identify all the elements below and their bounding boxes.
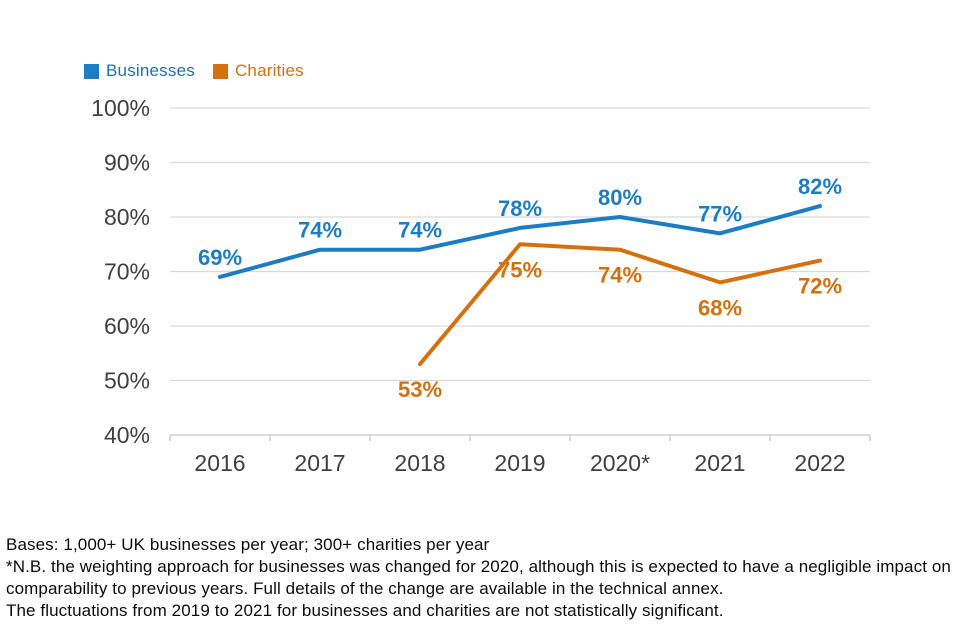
- chart-footnotes: Bases: 1,000+ UK businesses per year; 30…: [6, 534, 956, 622]
- legend-label-charities: Charities: [234, 61, 304, 80]
- charities-data-label: 75%: [498, 257, 542, 282]
- y-axis-label: 80%: [104, 204, 150, 230]
- y-axis-label: 100%: [91, 95, 150, 121]
- legend-item-businesses: Businesses: [84, 61, 195, 81]
- businesses-data-label: 74%: [298, 218, 342, 243]
- legend-label-businesses: Businesses: [106, 61, 195, 80]
- charities-data-label: 74%: [598, 263, 642, 288]
- footnote-bases: Bases: 1,000+ UK businesses per year; 30…: [6, 535, 490, 554]
- y-axis-label: 50%: [104, 368, 150, 394]
- footnote-weighting: *N.B. the weighting approach for busines…: [6, 557, 951, 598]
- businesses-line: [218, 204, 822, 279]
- legend-item-charities: Charities: [212, 61, 304, 81]
- x-axis-label: 2016: [194, 450, 245, 476]
- y-axis-label: 60%: [104, 313, 150, 339]
- x-axis-label: 2021: [694, 450, 745, 476]
- charities-line: [418, 242, 822, 367]
- footnote-fluctuations: The fluctuations from 2019 to 2021 for b…: [6, 601, 724, 620]
- businesses-data-label: 78%: [498, 196, 542, 221]
- x-axis-label: 2020*: [590, 450, 650, 476]
- y-axis-label: 40%: [104, 422, 150, 448]
- businesses-data-label: 77%: [698, 201, 742, 226]
- x-axis-label: 2019: [494, 450, 545, 476]
- charities-data-label: 53%: [398, 377, 442, 402]
- businesses-data-label: 82%: [798, 174, 842, 199]
- businesses-swatch-icon: [84, 63, 99, 79]
- x-axis-label: 2018: [394, 450, 445, 476]
- x-axis-label: 2022: [794, 450, 845, 476]
- y-axis-label: 70%: [104, 259, 150, 285]
- businesses-data-label: 69%: [198, 245, 242, 270]
- businesses-data-label: 80%: [598, 185, 642, 210]
- businesses-data-label: 74%: [398, 218, 442, 243]
- charities-data-label: 68%: [698, 295, 742, 320]
- charities-swatch-icon: [212, 63, 228, 79]
- y-axis-label: 90%: [104, 150, 150, 176]
- chart-legend: Businesses Charities: [84, 61, 304, 81]
- charities-data-label: 72%: [798, 274, 842, 299]
- x-axis-label: 2017: [294, 450, 345, 476]
- line-chart-canvas: 100% 90% 80% 70% 60% 50% 40% 2016 2017 2018 2019 20…: [91, 95, 871, 476]
